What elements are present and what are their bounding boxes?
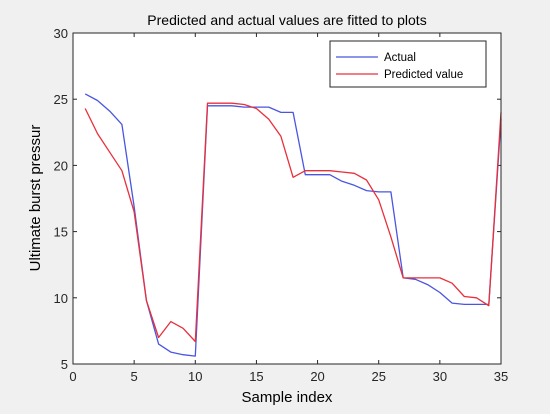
x-tick-label: 15 — [249, 369, 263, 384]
legend-box — [329, 40, 487, 88]
legend-label-actual: Actual — [384, 52, 416, 64]
chart-title: Predicted and actual values are fitted t… — [147, 12, 426, 28]
series-line-actual — [84, 93, 502, 357]
plot-frame — [72, 32, 502, 365]
y-tick-label: 5 — [61, 357, 68, 372]
y-tick-label: 15 — [54, 225, 68, 240]
y-axis-title: Ultimate burst pressur — [27, 125, 44, 272]
legend-label-predicted: Predicted value — [384, 69, 463, 81]
x-tick-label: 25 — [371, 369, 385, 384]
legend: Actual Predicted value — [329, 40, 487, 88]
series-line-predicted — [84, 102, 502, 343]
x-ticks: 0 5 10 15 20 25 30 35 — [69, 33, 508, 384]
x-tick-label: 35 — [494, 369, 508, 384]
y-tick-label: 25 — [54, 92, 68, 107]
plot-area — [73, 33, 501, 364]
x-tick-label: 20 — [310, 369, 324, 384]
y-tick-label: 30 — [54, 26, 68, 41]
x-tick-label: 5 — [131, 369, 138, 384]
y-ticks: 5 10 15 20 25 30 — [54, 26, 501, 372]
x-tick-label: 0 — [69, 369, 76, 384]
x-tick-label: 30 — [433, 369, 447, 384]
x-tick-label: 10 — [188, 369, 202, 384]
y-tick-label: 20 — [54, 158, 68, 173]
y-tick-label: 10 — [54, 291, 68, 306]
series-layer — [84, 93, 502, 357]
x-axis-title: Sample index — [242, 389, 333, 406]
